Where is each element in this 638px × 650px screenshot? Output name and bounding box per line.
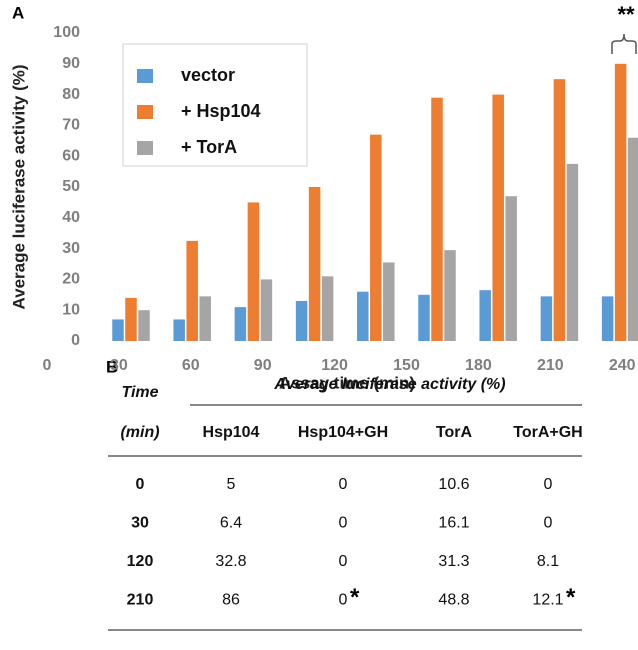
asterisk: *: [350, 584, 360, 611]
table-cell: 0: [136, 476, 145, 493]
legend-swatch: [137, 105, 153, 119]
table-cell: 6.4: [220, 515, 242, 532]
bar: [418, 294, 430, 341]
table-cell: 10.6: [438, 476, 469, 493]
y-tick-label: 30: [62, 240, 80, 257]
bar: [505, 196, 517, 341]
panel-label: A: [12, 3, 24, 22]
bar: [357, 291, 369, 341]
x-tick-label: 180: [465, 357, 492, 374]
table-cell: 5: [227, 476, 236, 493]
bracket: [611, 33, 637, 54]
bar: [627, 137, 638, 341]
legend-label: + TorA: [181, 137, 237, 157]
bar: [173, 319, 185, 341]
table-cell: 16.1: [438, 515, 469, 532]
bar: [370, 134, 382, 341]
table-cell: 210: [127, 592, 154, 609]
table-cell: 0: [544, 515, 553, 532]
bar: [138, 310, 150, 341]
x-tick-label: 90: [254, 357, 272, 374]
panel-label: B: [106, 357, 118, 376]
table-cell: 31.3: [438, 553, 469, 570]
column-header: Hsp104+GH: [298, 424, 388, 441]
table-cell: 8.1: [537, 553, 559, 570]
bar: [199, 296, 211, 341]
legend-swatch: [137, 69, 153, 83]
table-cell: 0: [339, 592, 348, 609]
table-cell: 86: [222, 592, 240, 609]
bar: [234, 307, 247, 341]
table-cell: 48.8: [438, 592, 469, 609]
y-tick-label: 80: [62, 86, 80, 103]
bar: [431, 97, 443, 342]
x-tick-label: 60: [182, 357, 200, 374]
table-cell: 0: [339, 553, 348, 570]
column-header: Hsp104: [203, 424, 260, 441]
table-cell: 30: [131, 515, 149, 532]
x-tick-label: 30: [110, 357, 128, 374]
legend-swatch: [137, 141, 153, 155]
bar: [540, 296, 553, 341]
bar: [308, 187, 321, 341]
bar: [186, 240, 198, 341]
x-tick-label: 240: [609, 357, 636, 374]
table-cell: 0: [339, 515, 348, 532]
bar: [601, 296, 614, 341]
x-axis-title: Assay time (min): [279, 373, 415, 392]
y-tick-label: 70: [62, 117, 80, 134]
column-header: TorA: [436, 424, 473, 441]
x-tick-label: 0: [43, 357, 52, 374]
annotation: **: [617, 2, 635, 27]
y-tick-label: 50: [62, 178, 80, 195]
y-tick-label: 100: [53, 24, 80, 41]
bar: [479, 290, 491, 341]
table-cell: 120: [127, 553, 154, 570]
table-cell: 32.8: [215, 553, 246, 570]
legend-label: vector: [181, 65, 235, 85]
asterisk: *: [566, 584, 576, 611]
bar: [383, 262, 395, 341]
bar: [566, 163, 579, 341]
bar: [112, 319, 124, 341]
bar: [444, 250, 456, 341]
bar: [321, 276, 334, 341]
x-tick-label: 210: [537, 357, 564, 374]
column-header: TorA+GH: [513, 424, 582, 441]
bar: [125, 297, 137, 341]
legend-label: + Hsp104: [181, 101, 261, 121]
y-tick-label: 20: [62, 271, 80, 288]
y-axis-title: Average luciferase activity (%): [9, 64, 28, 309]
legend-box: [122, 43, 308, 167]
bar: [492, 94, 504, 341]
bar: [260, 279, 273, 341]
y-tick-label: 0: [71, 332, 80, 349]
table-header: Average luciferase activity (%): [273, 376, 505, 393]
y-tick-label: 10: [62, 301, 80, 318]
bar: [295, 300, 308, 341]
bar: [247, 202, 260, 341]
table-header: Time: [121, 384, 158, 401]
table-cell: 12.1: [532, 592, 563, 609]
y-tick-label: 60: [62, 147, 80, 164]
y-tick-label: 90: [62, 55, 80, 72]
x-tick-label: 150: [393, 357, 420, 374]
y-tick-label: 40: [62, 209, 80, 226]
table-cell: 0: [544, 476, 553, 493]
table-cell: 0: [339, 476, 348, 493]
x-tick-label: 120: [321, 357, 348, 374]
bar: [553, 79, 566, 341]
table-header: (min): [120, 424, 159, 441]
bar: [614, 63, 627, 342]
